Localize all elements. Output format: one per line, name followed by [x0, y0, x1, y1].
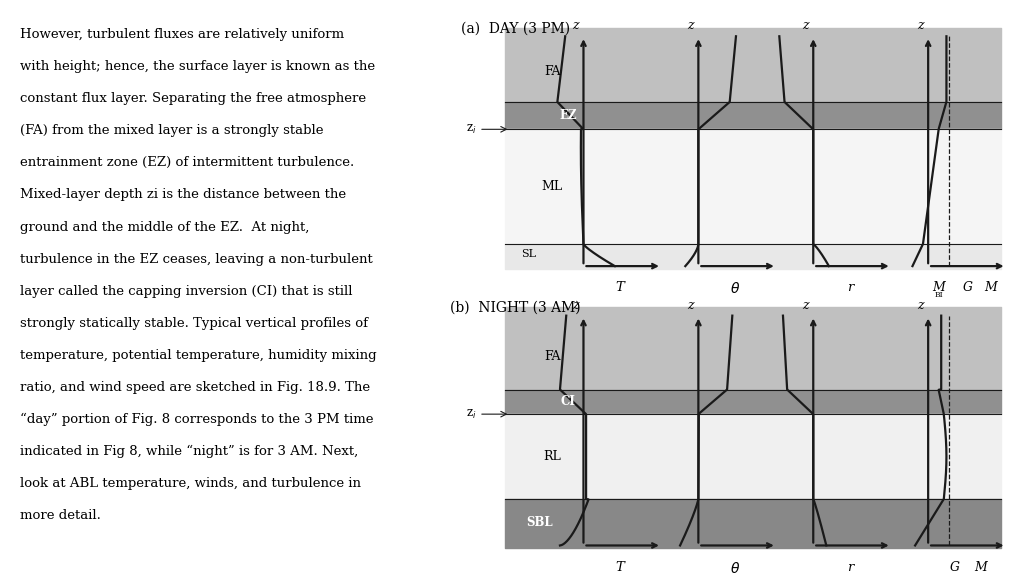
Text: turbulence in the EZ ceases, leaving a non-turbulent: turbulence in the EZ ceases, leaving a n…: [20, 253, 373, 266]
Text: G: G: [949, 560, 959, 574]
Text: z: z: [918, 298, 924, 312]
Text: z: z: [802, 19, 809, 32]
Text: z: z: [687, 298, 694, 312]
Text: ratio, and wind speed are sketched in Fig. 18.9. The: ratio, and wind speed are sketched in Fi…: [20, 381, 371, 394]
Text: z: z: [572, 19, 579, 32]
Text: ML: ML: [542, 180, 563, 194]
Text: G: G: [963, 281, 973, 294]
Text: constant flux layer. Separating the free atmosphere: constant flux layer. Separating the free…: [20, 92, 367, 105]
Text: with height; hence, the surface layer is known as the: with height; hence, the surface layer is…: [20, 60, 376, 73]
Text: layer called the capping inversion (CI) that is still: layer called the capping inversion (CI) …: [20, 285, 353, 298]
Text: RL: RL: [544, 450, 561, 463]
Text: (a)  DAY (3 PM): (a) DAY (3 PM): [461, 21, 570, 35]
Text: z: z: [802, 298, 809, 312]
Text: $\theta$: $\theta$: [730, 281, 740, 296]
Text: SL: SL: [521, 249, 537, 259]
Text: CI: CI: [560, 395, 575, 408]
Text: $\theta$: $\theta$: [730, 560, 740, 575]
Text: r: r: [847, 560, 853, 574]
Text: BI: BI: [934, 291, 943, 300]
Text: more detail.: more detail.: [20, 509, 101, 522]
Text: T: T: [615, 281, 625, 294]
Text: EZ: EZ: [559, 109, 577, 122]
Text: M: M: [932, 281, 945, 294]
Text: “day” portion of Fig. 8 corresponds to the 3 PM time: “day” portion of Fig. 8 corresponds to t…: [20, 413, 374, 426]
Text: M: M: [974, 560, 987, 574]
Text: ground and the middle of the EZ.  At night,: ground and the middle of the EZ. At nigh…: [20, 221, 310, 233]
Text: z: z: [687, 19, 694, 32]
Text: However, turbulent fluxes are relatively uniform: However, turbulent fluxes are relatively…: [20, 28, 345, 41]
Text: look at ABL temperature, winds, and turbulence in: look at ABL temperature, winds, and turb…: [20, 477, 361, 490]
Text: r: r: [847, 281, 853, 294]
Text: temperature, potential temperature, humidity mixing: temperature, potential temperature, humi…: [20, 349, 377, 362]
Text: SBL: SBL: [525, 516, 552, 529]
Text: Mixed-layer depth zi is the distance between the: Mixed-layer depth zi is the distance bet…: [20, 188, 346, 202]
Text: M: M: [984, 281, 997, 294]
Text: FA: FA: [544, 350, 560, 363]
Text: z: z: [572, 298, 579, 312]
Text: indicated in Fig 8, while “night” is for 3 AM. Next,: indicated in Fig 8, while “night” is for…: [20, 445, 358, 458]
Text: z$_i$: z$_i$: [466, 123, 476, 136]
Text: strongly statically stable. Typical vertical profiles of: strongly statically stable. Typical vert…: [20, 317, 369, 329]
Text: FA: FA: [544, 65, 560, 78]
Text: z: z: [918, 19, 924, 32]
Text: T: T: [615, 560, 625, 574]
Text: (FA) from the mixed layer is a strongly stable: (FA) from the mixed layer is a strongly …: [20, 124, 324, 137]
Text: entrainment zone (EZ) of intermittent turbulence.: entrainment zone (EZ) of intermittent tu…: [20, 157, 354, 169]
Text: z$_i$: z$_i$: [466, 408, 476, 420]
Text: (b)  NIGHT (3 AM): (b) NIGHT (3 AM): [451, 301, 581, 314]
